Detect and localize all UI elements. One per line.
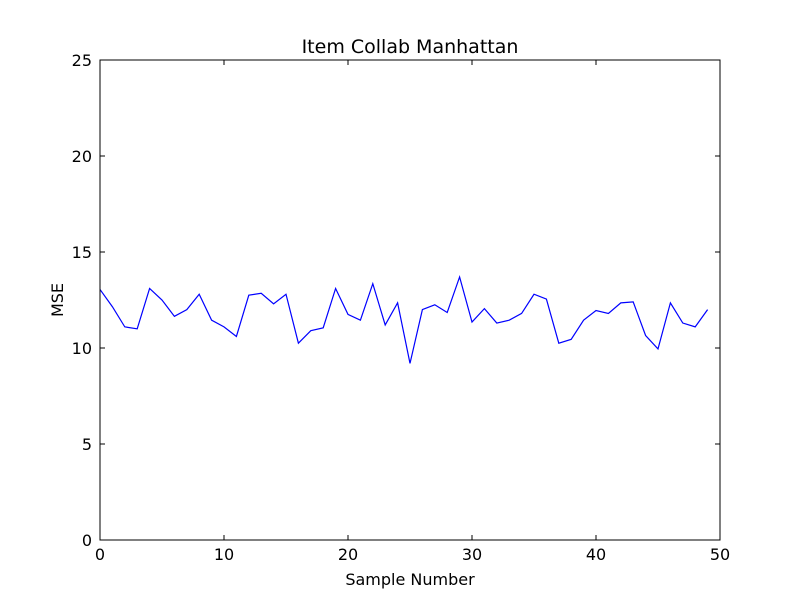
series-layer xyxy=(99,274,709,364)
plot-frame xyxy=(99,59,721,541)
chart-title: Item Collab Manhattan xyxy=(302,36,519,58)
x-tick-label: 30 xyxy=(462,545,482,564)
x-tick-label: 20 xyxy=(338,545,358,564)
x-tick-label: 50 xyxy=(710,545,730,564)
x-tick-label: 0 xyxy=(95,545,105,564)
x-axis-label: Sample Number xyxy=(345,570,475,589)
x-axis-ticks: 0 10 20 30 40 50 xyxy=(95,60,730,564)
y-axis-label: MSE xyxy=(48,283,67,317)
y-tick-label: 0 xyxy=(82,531,92,550)
x-tick-label: 10 xyxy=(214,545,234,564)
y-tick-label: 15 xyxy=(72,243,92,262)
y-tick-label: 10 xyxy=(72,339,92,358)
y-tick-label: 20 xyxy=(72,147,92,166)
y-tick-label: 25 xyxy=(72,51,92,70)
series-line xyxy=(99,274,709,364)
y-tick-label: 5 xyxy=(82,435,92,454)
x-tick-label: 40 xyxy=(586,545,606,564)
y-axis-ticks: 0 5 10 15 20 25 xyxy=(72,51,720,550)
